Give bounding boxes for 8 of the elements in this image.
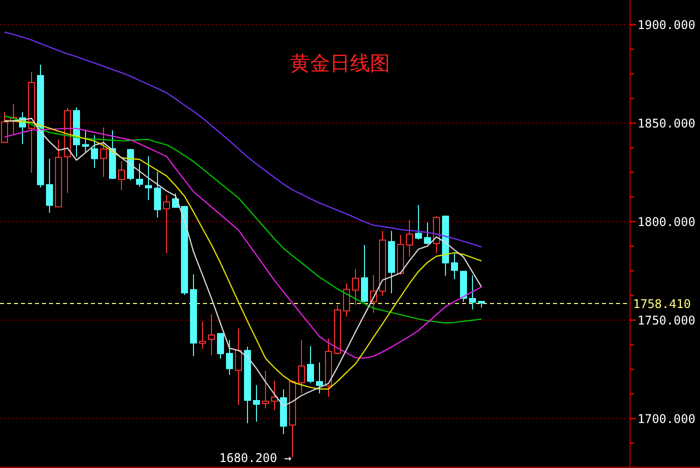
y-tick-label: 1850.000 [638,116,696,131]
y-tick-label: 1800.000 [638,215,696,230]
y-tick-label: 1900.000 [638,18,696,32]
ref-line-label: 1758.410 [633,297,691,312]
y-tick-label: 1750.000 [638,314,696,328]
y-tick-label: 1700.000 [638,412,696,426]
text: 黄金日线图 [290,51,390,75]
annotation: 1680.200 → [219,451,292,466]
